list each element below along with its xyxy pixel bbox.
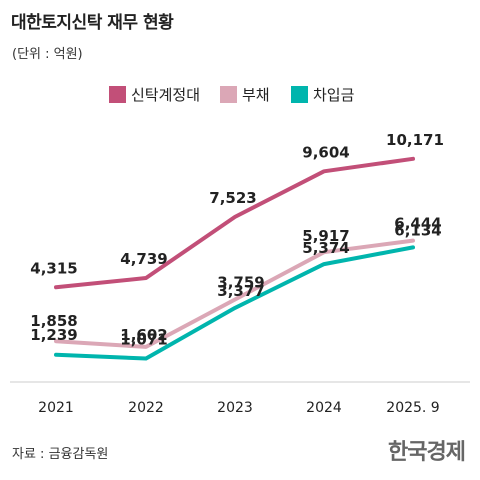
- data-label-borrowings: 6,134: [394, 221, 441, 239]
- legend-label-borrowings: 차입금: [313, 86, 355, 104]
- data-label-borrowings: 1,239: [30, 326, 77, 344]
- data-label-trust-account: 9,604: [302, 143, 349, 161]
- data-label-borrowings: 3,377: [217, 282, 264, 300]
- series-line-liabilities: [54, 238, 415, 349]
- data-label-trust-account: 4,739: [120, 250, 167, 268]
- unit-note: (단위 : 억원): [12, 47, 83, 62]
- source-note: 자료 : 금융감독원: [12, 447, 109, 462]
- data-label-borrowings: 5,374: [302, 239, 349, 257]
- legend-item-borrowings: 차입금: [291, 84, 354, 105]
- series-line-borrowings: [54, 245, 415, 361]
- legend-label-liabilities: 부채: [242, 86, 270, 104]
- x-tick-label: 2023: [217, 400, 253, 416]
- data-label-trust-account: 10,171: [386, 131, 444, 149]
- legend-item-trust-account: 신탁계정대: [109, 84, 200, 105]
- data-label-trust-account: 4,315: [30, 259, 77, 277]
- data-label-liabilities: 1,602: [120, 326, 167, 344]
- legend-swatch-liabilities: [220, 86, 237, 103]
- legend: 신탁계정대 부채 차입금: [0, 84, 480, 108]
- data-label-liabilities: 1,858: [30, 312, 77, 330]
- data-label-liabilities: 6,444: [394, 215, 441, 233]
- data-label-trust-account: 7,523: [209, 189, 256, 207]
- legend-label-trust-account: 신탁계정대: [131, 86, 201, 104]
- x-tick-label: 2021: [38, 400, 74, 416]
- x-tick-label: 2025. 9: [386, 400, 439, 416]
- data-label-liabilities: 5,917: [302, 227, 349, 245]
- x-tick-label: 2022: [128, 400, 164, 416]
- chart-title: 대한토지신탁 재무 현황: [11, 13, 174, 33]
- data-label-liabilities: 3,759: [217, 274, 264, 292]
- brand-logo: 한국경제: [388, 439, 466, 465]
- series-line-trust-account: [54, 156, 415, 290]
- data-label-borrowings: 1,071: [120, 331, 167, 349]
- x-tick-label: 2024: [306, 400, 342, 416]
- legend-swatch-borrowings: [291, 86, 308, 103]
- legend-item-liabilities: 부채: [220, 84, 270, 105]
- legend-swatch-trust-account: [109, 86, 126, 103]
